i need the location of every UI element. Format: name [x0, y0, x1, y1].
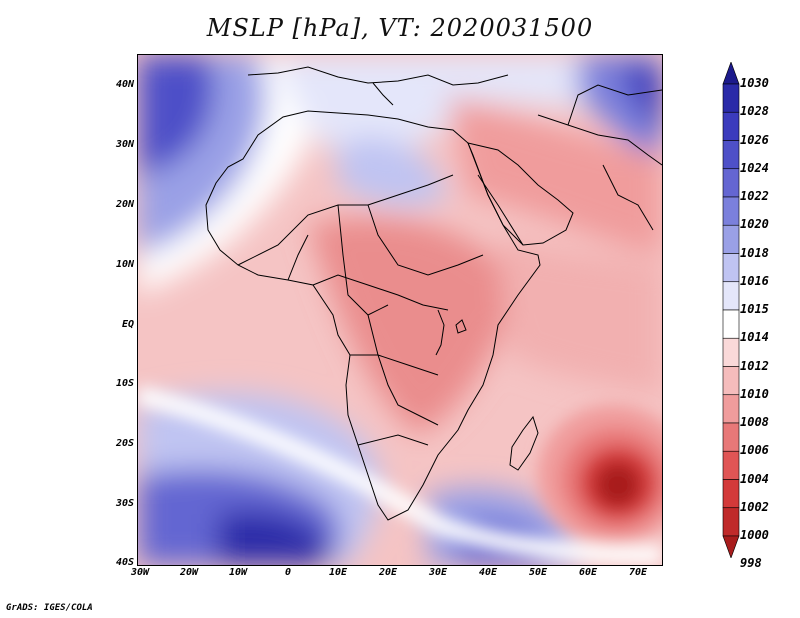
colorbar-label: 1022	[740, 189, 769, 203]
lon-label-10e: 10E	[328, 567, 348, 578]
lon-label-30w: 30W	[130, 567, 150, 578]
chart-title: MSLP [hPa], VT: 2020031500	[206, 14, 594, 42]
colorbar-segment	[722, 394, 740, 424]
colorbar-label: 1012	[740, 358, 769, 373]
colorbar-segment	[722, 450, 740, 480]
colorbar-label: 1018	[740, 245, 769, 260]
colorbar-segment	[722, 196, 740, 226]
lon-label-0: 0	[284, 567, 292, 578]
colorbar	[722, 62, 740, 558]
lon-label-20e: 20E	[378, 567, 398, 578]
colorbar-segment	[722, 224, 740, 254]
lat-label-eq: EQ	[121, 319, 134, 330]
colorbar-segment	[722, 281, 740, 311]
lon-label-70e: 70E	[628, 567, 648, 578]
colorbar-segment	[722, 366, 740, 396]
colorbar-label: 1026	[740, 132, 769, 147]
colorbar-label: 1020	[740, 217, 769, 232]
colorbar-label: 1008	[740, 415, 769, 429]
colorbar-segment	[722, 507, 740, 537]
lat-label-20n: 20N	[115, 199, 134, 210]
colorbar-label: 1028	[740, 104, 769, 119]
colorbar-label: 1006	[740, 443, 769, 458]
lon-label-20w: 20W	[179, 567, 199, 578]
lat-label-40n: 40N	[115, 79, 134, 90]
colorbar-segment	[722, 479, 740, 509]
colorbar-label: 1000	[740, 528, 769, 542]
colorbar-segment	[722, 309, 740, 339]
lat-label-10s: 10S	[115, 378, 134, 389]
colorbar-segment	[722, 337, 740, 367]
colorbar-label: 998	[740, 556, 762, 571]
colorbar-bottom-arrow	[722, 535, 740, 558]
colorbar-label: 1010	[740, 386, 769, 401]
footer-credit: GrADS: IGES/COLA	[6, 603, 93, 613]
colorbar-label: 1030	[740, 76, 769, 90]
lat-label-20s: 20S	[115, 438, 134, 449]
colorbar-segment	[722, 422, 740, 452]
colorbar-segment	[722, 140, 740, 170]
colorbar-label: 1004	[740, 471, 769, 486]
lon-label-50e: 50E	[528, 567, 548, 578]
lon-label-10w: 10W	[228, 567, 248, 578]
colorbar-label: 1015	[740, 302, 769, 316]
lon-label-40e: 40E	[478, 567, 498, 578]
colorbar-segment	[722, 83, 740, 113]
colorbar-label: 1024	[740, 160, 769, 175]
lat-label-30n: 30N	[115, 139, 134, 150]
colorbar-top-arrow	[722, 62, 740, 85]
lat-label-10n: 10N	[115, 259, 134, 270]
lat-label-40s: 40S	[115, 557, 134, 568]
colorbar-label: 1002	[740, 499, 769, 514]
colorbar-label: 1014	[740, 330, 769, 345]
lat-label-30s: 30S	[115, 498, 134, 509]
colorbar-label: 1016	[740, 273, 769, 288]
colorbar-segment	[722, 253, 740, 283]
lon-label-30e: 30E	[428, 567, 448, 578]
colorbar-segment	[722, 111, 740, 141]
colorbar-segment	[722, 168, 740, 198]
map-plot-area	[137, 54, 663, 566]
coastlines	[205, 66, 662, 521]
lon-label-60e: 60E	[578, 567, 598, 578]
pressure-field	[138, 55, 662, 565]
